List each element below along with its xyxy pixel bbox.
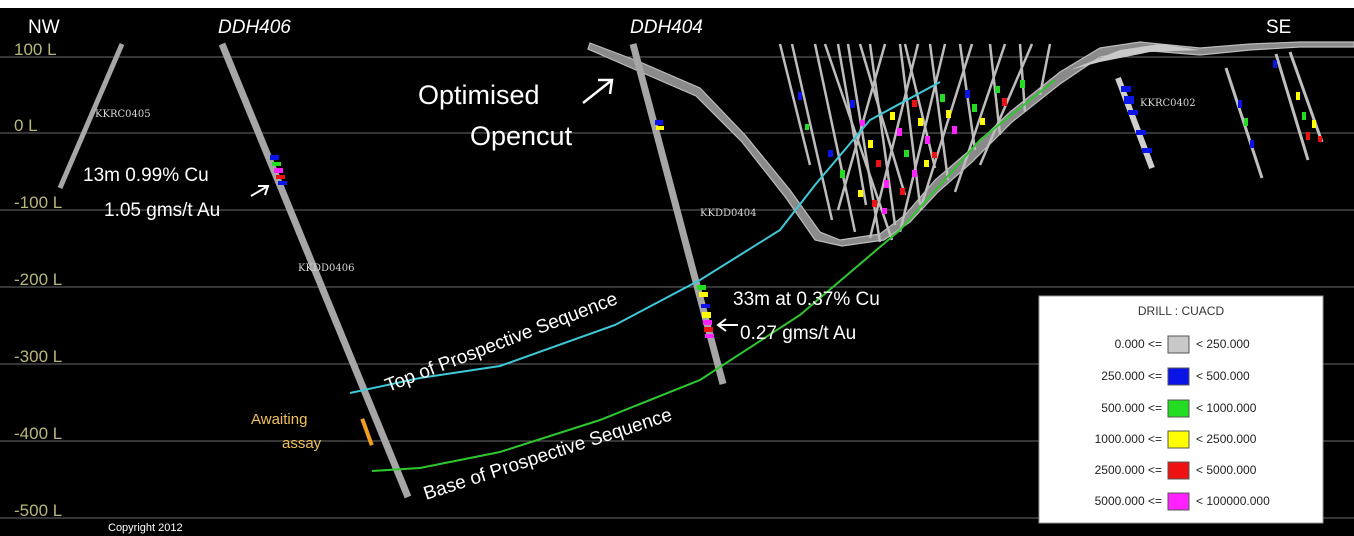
legend-row-1-low: 250.000 <=	[1101, 369, 1162, 383]
legend-row-3-swatch	[1167, 430, 1190, 449]
intercept-ddh406-arrow-icon	[250, 185, 270, 197]
level-label-minus-300: -300 L	[14, 347, 62, 366]
intercept-ddh406-au: 1.05 gms/t Au	[104, 200, 220, 221]
direction-nw: NW	[28, 17, 60, 38]
legend-row-5-low: 5000.000 <=	[1095, 494, 1162, 508]
tag-kkdd0406: KKDD0406	[298, 263, 354, 274]
legend-row-1-swatch	[1167, 367, 1190, 386]
pit-shell-highlight	[1070, 44, 1200, 70]
opencut-label-line2: Opencut	[470, 121, 573, 151]
opencut-label-line1: Optimised	[418, 80, 540, 110]
opencut-pit-shell	[587, 41, 1354, 247]
drill-hole-ddh406	[218, 42, 412, 499]
direction-se: SE	[1266, 17, 1291, 38]
legend-row-0-low: 0.000 <=	[1115, 337, 1162, 351]
hole-label-ddh406: DDH406	[218, 17, 291, 38]
assay-intervals	[270, 60, 1322, 446]
legend-row-1: 250.000 <= < 500.000	[1101, 367, 1250, 386]
legend-row-2-swatch	[1167, 399, 1190, 418]
legend-row-4-low: 2500.000 <=	[1095, 463, 1162, 477]
top-of-sequence-line	[349, 81, 941, 394]
opencut-arrow-icon	[582, 78, 614, 104]
legend-row-2: 500.000 <= < 1000.000	[1101, 399, 1257, 418]
hole-label-ddh404: DDH404	[630, 17, 703, 38]
legend-row-1-high: < 500.000	[1196, 369, 1250, 383]
drill-hole-se-2	[1274, 53, 1310, 161]
legend-title: DRILL : CUACD	[1138, 304, 1225, 318]
pit-drill-fan	[778, 43, 1052, 243]
legend-row-2-high: < 1000.000	[1196, 401, 1257, 415]
legend-row-4: 2500.000 <= < 5000.000	[1095, 461, 1257, 480]
legend-box: DRILL : CUACD 0.000 <= < 250.000 250.000…	[1038, 295, 1324, 524]
intercept-ddh404-arrow-icon	[716, 318, 738, 332]
legend-row-0-swatch	[1167, 335, 1190, 354]
tag-kkrc0402: KKRC0402	[1140, 98, 1196, 109]
legend-row-4-swatch	[1167, 461, 1190, 480]
drill-hole-se-3	[1288, 51, 1324, 143]
legend-row-0: 0.000 <= < 250.000	[1115, 335, 1250, 354]
legend-row-5-swatch	[1167, 492, 1190, 511]
awaiting-assay-interval	[360, 418, 374, 446]
drill-hole-kkrc0405	[57, 43, 125, 189]
legend-row-3-low: 1000.000 <=	[1095, 432, 1162, 446]
level-label-minus-400: -400 L	[14, 424, 62, 443]
legend-row-2-low: 500.000 <=	[1101, 401, 1162, 415]
level-label-100: 100 L	[14, 40, 57, 59]
level-label-minus-200: -200 L	[14, 270, 62, 289]
legend-row-4-high: < 5000.000	[1196, 463, 1257, 477]
intercept-ddh404-au: 0.27 gms/t Au	[740, 323, 856, 344]
copyright-note: Copyright 2012	[108, 522, 183, 534]
legend-row-0-high: < 250.000	[1196, 337, 1250, 351]
base-of-sequence-line	[371, 79, 1056, 472]
level-label-minus-100: -100 L	[14, 193, 62, 212]
level-label-0: 0 L	[14, 116, 38, 135]
intercept-ddh404-cu: 33m at 0.37% Cu	[733, 289, 880, 310]
legend-row-3-high: < 2500.000	[1196, 432, 1257, 446]
awaiting-assay-line2: assay	[282, 435, 322, 452]
level-label-minus-500: -500 L	[14, 501, 62, 520]
tag-kkdd0404: KKDD0404	[700, 208, 756, 219]
intercept-ddh406-cu: 13m 0.99% Cu	[83, 165, 209, 186]
legend-row-5: 5000.000 <= < 100000.000	[1095, 492, 1270, 511]
awaiting-assay-line1: Awaiting	[251, 411, 307, 428]
legend-row-5-high: < 100000.000	[1196, 494, 1270, 508]
pit-shell-surface	[587, 41, 1354, 247]
legend-row-3: 1000.000 <= < 2500.000	[1095, 430, 1257, 449]
tag-kkrc0405: KKRC0405	[95, 109, 151, 120]
